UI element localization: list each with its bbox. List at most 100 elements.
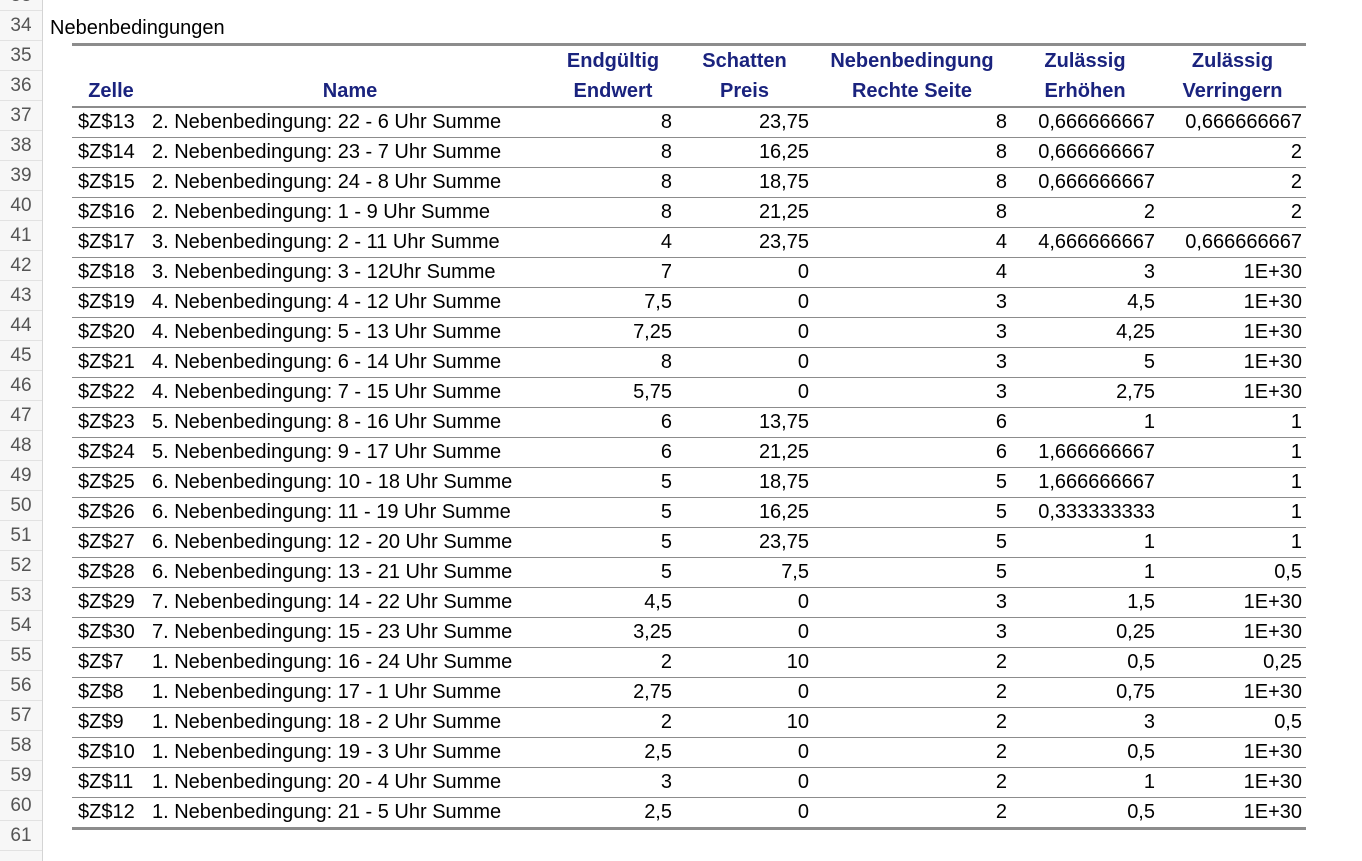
allowable-increase[interactable]: 2,75 [1011, 377, 1159, 408]
allowable-decrease[interactable]: 0,5 [1159, 557, 1306, 588]
final-value[interactable]: 6 [550, 407, 676, 438]
row-number[interactable]: 50 [0, 491, 42, 521]
constraint-rhs[interactable]: 2 [813, 677, 1011, 708]
cell-reference[interactable]: $Z$17 [72, 227, 150, 258]
cell-reference[interactable]: $Z$19 [72, 287, 150, 318]
header-cell[interactable] [72, 46, 150, 76]
cell-reference[interactable]: $Z$11 [72, 767, 150, 798]
allowable-decrease[interactable]: 0,666666667 [1159, 107, 1306, 138]
row-number[interactable]: 57 [0, 701, 42, 731]
header-cell[interactable]: Name [150, 76, 550, 108]
constraint-rhs[interactable]: 2 [813, 797, 1011, 830]
shadow-price[interactable]: 23,75 [676, 107, 813, 138]
shadow-price[interactable]: 18,75 [676, 167, 813, 198]
allowable-increase[interactable]: 4,5 [1011, 287, 1159, 318]
header-cell[interactable]: Endgültig [566, 50, 660, 72]
allowable-increase[interactable]: 0,5 [1011, 797, 1159, 830]
allowable-decrease[interactable]: 1E+30 [1159, 347, 1306, 378]
allowable-decrease[interactable]: 1E+30 [1159, 257, 1306, 288]
allowable-decrease[interactable]: 0,5 [1159, 707, 1306, 738]
constraint-rhs[interactable]: 5 [813, 557, 1011, 588]
allowable-increase[interactable]: 5 [1011, 347, 1159, 378]
row-number[interactable]: 47 [0, 401, 42, 431]
allowable-increase[interactable]: 0,666666667 [1011, 167, 1159, 198]
row-number[interactable]: 43 [0, 281, 42, 311]
row-number[interactable]: 36 [0, 71, 42, 101]
cell-reference[interactable]: $Z$10 [72, 737, 150, 768]
final-value[interactable]: 2 [550, 647, 676, 678]
constraint-rhs[interactable]: 3 [813, 587, 1011, 618]
allowable-increase[interactable]: 4,666666667 [1011, 227, 1159, 258]
cell-reference[interactable]: $Z$12 [72, 797, 150, 830]
row-number[interactable]: 61 [0, 821, 42, 851]
final-value[interactable]: 7 [550, 257, 676, 288]
constraint-rhs[interactable]: 3 [813, 317, 1011, 348]
final-value[interactable]: 5 [550, 497, 676, 528]
final-value[interactable]: 7,5 [550, 287, 676, 318]
constraint-name[interactable]: 6. Nebenbedingung: 13 - 21 Uhr Summe [150, 557, 550, 588]
constraint-name[interactable]: 1. Nebenbedingung: 21 - 5 Uhr Summe [150, 797, 550, 830]
header-cell[interactable]: Endwert [550, 76, 676, 108]
final-value[interactable]: 4,5 [550, 587, 676, 618]
allowable-increase[interactable]: 1 [1011, 767, 1159, 798]
shadow-price[interactable]: 0 [676, 767, 813, 798]
final-value[interactable]: 5 [550, 527, 676, 558]
allowable-increase[interactable]: 4,25 [1011, 317, 1159, 348]
constraint-name[interactable]: 3. Nebenbedingung: 2 - 11 Uhr Summe [150, 227, 550, 258]
row-number[interactable]: 42 [0, 251, 42, 281]
shadow-price[interactable]: 0 [676, 677, 813, 708]
constraint-name[interactable]: 1. Nebenbedingung: 16 - 24 Uhr Summe [150, 647, 550, 678]
shadow-price[interactable]: 0 [676, 377, 813, 408]
allowable-decrease[interactable]: 1E+30 [1159, 587, 1306, 618]
header-cell[interactable]: Zulässig [1044, 50, 1126, 72]
shadow-price[interactable]: 23,75 [676, 227, 813, 258]
final-value[interactable]: 6 [550, 437, 676, 468]
allowable-decrease[interactable]: 1E+30 [1159, 677, 1306, 708]
constraint-name[interactable]: 6. Nebenbedingung: 10 - 18 Uhr Summe [150, 467, 550, 498]
constraint-rhs[interactable]: 3 [813, 347, 1011, 378]
constraint-name[interactable]: 2. Nebenbedingung: 1 - 9 Uhr Summe [150, 197, 550, 228]
row-number[interactable]: 44 [0, 311, 42, 341]
allowable-decrease[interactable]: 1 [1159, 467, 1306, 498]
constraint-rhs[interactable]: 8 [813, 167, 1011, 198]
header-cell[interactable]: Erhöhen [1011, 76, 1159, 108]
allowable-increase[interactable]: 1,666666667 [1011, 437, 1159, 468]
row-number[interactable]: 38 [0, 131, 42, 161]
final-value[interactable]: 8 [550, 167, 676, 198]
cell-reference[interactable]: $Z$24 [72, 437, 150, 468]
header-cell[interactable]: Verringern [1159, 76, 1306, 108]
cell-reference[interactable]: $Z$23 [72, 407, 150, 438]
allowable-increase[interactable]: 0,333333333 [1011, 497, 1159, 528]
allowable-decrease[interactable]: 1E+30 [1159, 287, 1306, 318]
constraint-name[interactable]: 5. Nebenbedingung: 8 - 16 Uhr Summe [150, 407, 550, 438]
row-number[interactable]: 34 [0, 11, 42, 41]
final-value[interactable]: 2,5 [550, 797, 676, 830]
allowable-decrease[interactable]: 2 [1159, 137, 1306, 168]
constraint-name[interactable]: 7. Nebenbedingung: 15 - 23 Uhr Summe [150, 617, 550, 648]
constraint-rhs[interactable]: 4 [813, 257, 1011, 288]
allowable-decrease[interactable]: 1 [1159, 407, 1306, 438]
shadow-price[interactable]: 0 [676, 737, 813, 768]
shadow-price[interactable]: 13,75 [676, 407, 813, 438]
constraint-rhs[interactable]: 6 [813, 407, 1011, 438]
constraint-rhs[interactable]: 4 [813, 227, 1011, 258]
allowable-decrease[interactable]: 1E+30 [1159, 767, 1306, 798]
cell-reference[interactable]: $Z$30 [72, 617, 150, 648]
allowable-decrease[interactable]: 1 [1159, 527, 1306, 558]
row-number[interactable]: 46 [0, 371, 42, 401]
cell-reference[interactable]: $Z$25 [72, 467, 150, 498]
cell-reference[interactable]: $Z$22 [72, 377, 150, 408]
allowable-decrease[interactable]: 2 [1159, 167, 1306, 198]
cell-reference[interactable]: $Z$20 [72, 317, 150, 348]
row-number[interactable]: 33 [0, 0, 42, 11]
shadow-price[interactable]: 23,75 [676, 527, 813, 558]
final-value[interactable]: 5 [550, 467, 676, 498]
row-number[interactable]: 35 [0, 41, 42, 71]
allowable-increase[interactable]: 1,666666667 [1011, 467, 1159, 498]
shadow-price[interactable]: 0 [676, 617, 813, 648]
allowable-increase[interactable]: 0,5 [1011, 647, 1159, 678]
allowable-increase[interactable]: 2 [1011, 197, 1159, 228]
allowable-increase[interactable]: 0,666666667 [1011, 107, 1159, 138]
constraint-name[interactable]: 1. Nebenbedingung: 19 - 3 Uhr Summe [150, 737, 550, 768]
allowable-increase[interactable]: 3 [1011, 707, 1159, 738]
